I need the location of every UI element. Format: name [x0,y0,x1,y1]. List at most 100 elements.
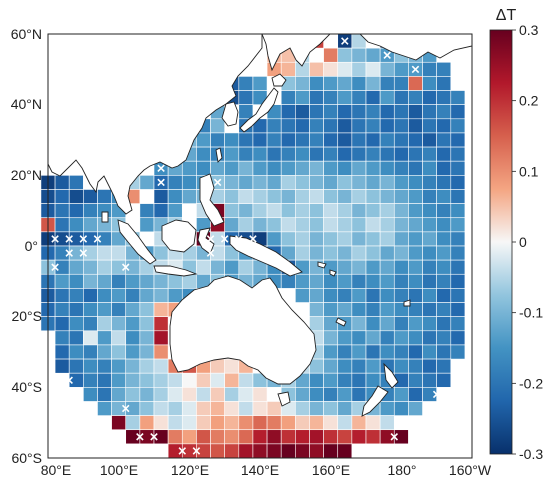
heatmap-cell [139,273,155,289]
heatmap-cell [422,189,437,204]
heatmap-cell [167,203,183,219]
heatmap-cell [309,231,324,247]
heatmap-cell [379,330,395,346]
heatmap-cell [365,273,381,289]
heatmap-cell [54,288,70,303]
heatmap-cell [295,160,310,176]
heatmap-cell [153,302,169,317]
heatmap-cell [450,259,466,275]
heatmap-cell [408,146,423,162]
heatmap-cell [393,61,409,77]
heatmap-cell [379,231,395,247]
heatmap-cell [422,146,437,162]
heatmap-cell [83,231,98,247]
heatmap-cell [196,443,211,459]
heatmap-cell [139,288,155,303]
heatmap-cell [365,358,381,374]
heatmap-cell [379,61,395,77]
heatmap-cell [153,358,169,374]
significance-marker [411,65,420,74]
heatmap-cell [111,302,127,317]
heatmap-cell [68,316,84,332]
lat-tick-label: 40°N [11,96,42,112]
heatmap-cell [309,118,324,134]
heatmap-cell [379,245,395,261]
heatmap-cell [450,104,466,120]
heatmap-cell [83,316,98,332]
heatmap-cell [153,344,169,360]
heatmap-cell [337,372,353,388]
land-asia [47,33,263,215]
heatmap-cell [422,245,437,261]
heatmap-cell [450,344,466,360]
heatmap-cell [337,160,353,176]
heatmap-cell [422,302,437,317]
heatmap-cell [393,132,409,148]
heatmap-cell [365,344,381,360]
heatmap-cell [408,401,423,416]
heatmap-cell [153,203,169,219]
heatmap-cell [365,429,381,445]
heatmap-cell [393,288,409,303]
heatmap-cell [436,231,452,247]
heatmap-cell [393,160,409,176]
heatmap-cell [408,231,423,247]
heatmap-cell [266,231,282,247]
land-philippines [199,173,225,227]
heatmap-cell [337,358,353,374]
heatmap-cell [365,76,381,91]
heatmap-cell [323,302,339,317]
heatmap-cell [408,344,423,360]
lon-tick-label: 160°E [312,462,350,478]
heatmap-cell [337,231,353,247]
heatmap-cell [422,273,437,289]
heatmap-cell [139,217,155,233]
heatmap-cell [181,387,197,402]
heatmap-cell [125,401,141,416]
heatmap-cell [181,415,197,431]
heatmap-cell [181,160,197,176]
land-sumatra [117,219,157,265]
heatmap-cell [83,344,98,360]
latitude-axis: 60°N 40°N 20°N 0° 20°S 40°S 60°S [11,26,42,466]
heatmap-cell [393,231,409,247]
heatmap-cell [365,231,381,247]
heatmap-cell [83,387,98,402]
heatmap-cell [422,344,437,360]
heatmap-cell [125,372,141,388]
heatmap-cell [125,387,141,402]
heatmap-cell [97,231,112,247]
heatmap-cell [379,217,395,233]
heatmap-cell [379,429,395,445]
heatmap-cell [337,401,353,416]
heatmap-cell [125,415,141,431]
heatmap-cell [83,259,98,275]
lat-tick-label: 40°S [11,379,42,395]
heatmap-cell [68,217,84,233]
heatmap-cell [210,160,225,176]
heatmap-cell [210,372,225,388]
heatmap-cell [323,330,339,346]
significance-marker [65,376,73,385]
land-sri-lanka [101,211,109,223]
heatmap-cell [436,189,452,204]
heatmap-cell [365,146,381,162]
colorbar: ΔT 0.3 0.2 0.1 0 -0.1 -0.2 -0.3 [489,7,543,462]
heatmap-cell [422,90,437,105]
heatmap-cell [422,61,437,77]
land-tasmania [277,391,291,407]
land-australia [169,275,317,385]
heatmap-cell [295,273,310,289]
heatmap-cell [365,104,381,120]
heatmap-cell [167,443,183,459]
heatmap-cell [295,175,310,190]
heatmap-cell [196,372,211,388]
heatmap-cell [379,175,395,190]
significance-marker [220,235,229,243]
heatmap-cell [323,231,339,247]
heatmap-cell [153,316,169,332]
heatmap-cell [54,259,70,275]
heatmap-cell [323,132,339,148]
significance-marker [157,178,165,187]
lat-tick-label: 60°S [11,450,42,466]
